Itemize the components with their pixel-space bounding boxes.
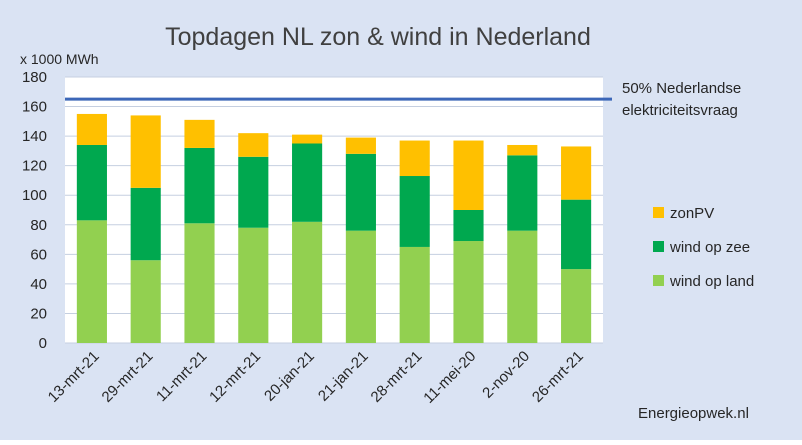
bar-segment-wind-op-zee	[345, 153, 376, 231]
bar-segment-zonpv	[292, 134, 323, 144]
y-tick-label: 100	[22, 187, 47, 204]
bar-segment-zonpv	[561, 146, 592, 200]
reference-line-label: elektriciteitsvraag	[622, 102, 738, 119]
y-tick-label: 120	[22, 158, 47, 175]
source-label: Energieopwek.nl	[638, 405, 749, 422]
y-tick-label: 140	[22, 128, 47, 145]
bar-segment-zonpv	[184, 119, 215, 148]
bar-segment-zonpv	[507, 144, 538, 156]
chart-title: Topdagen NL zon & wind in Nederland	[165, 23, 591, 51]
bars-layer	[76, 113, 592, 343]
bar-segment-wind-op-land	[292, 221, 323, 343]
legend-label: wind op land	[669, 273, 754, 290]
bar-segment-wind-op-zee	[292, 143, 323, 222]
bar-segment-zonpv	[345, 137, 376, 154]
bar-segment-wind-op-zee	[453, 210, 484, 242]
legend: zonPV wind op zee wind op land	[653, 205, 754, 290]
bar-segment-zonpv	[399, 140, 430, 177]
bar-segment-wind-op-land	[130, 260, 161, 343]
bar-segment-wind-op-land	[238, 227, 269, 343]
legend-label: wind op zee	[669, 239, 750, 256]
bar-segment-wind-op-land	[76, 220, 107, 343]
legend-swatch	[653, 241, 664, 252]
bar-segment-wind-op-zee	[399, 176, 430, 247]
bar-segment-wind-op-zee	[561, 199, 592, 270]
y-tick-label: 20	[30, 305, 47, 322]
bar-segment-wind-op-zee	[238, 156, 269, 228]
legend-swatch	[653, 275, 664, 286]
bar-segment-zonpv	[130, 115, 161, 188]
bar-segment-wind-op-zee	[76, 144, 107, 221]
y-tick-label: 40	[30, 276, 47, 293]
bar-segment-wind-op-land	[399, 246, 430, 343]
bar-segment-zonpv	[76, 113, 107, 145]
bar-segment-wind-op-land	[507, 230, 538, 343]
bar-segment-wind-op-zee	[184, 147, 215, 224]
reference-line-label: 50% Nederlandse	[622, 80, 741, 97]
legend-swatch	[653, 207, 664, 218]
bar-segment-wind-op-zee	[507, 155, 538, 231]
y-tick-label: 80	[30, 217, 47, 234]
reference-line-layer: 50% Nederlandse elektriciteitsvraag	[65, 80, 741, 119]
bar-segment-wind-op-land	[453, 241, 484, 343]
bar-segment-zonpv	[453, 140, 484, 210]
bar-segment-zonpv	[238, 133, 269, 157]
bar-segment-wind-op-land	[561, 269, 592, 343]
legend-label: zonPV	[670, 205, 714, 222]
bar-segment-wind-op-zee	[130, 187, 161, 261]
y-tick-label: 160	[22, 99, 47, 116]
y-axis-label: x 1000 MWh	[20, 51, 99, 67]
y-tick-label: 60	[30, 246, 47, 263]
bar-segment-wind-op-land	[184, 223, 215, 343]
y-tick-label: 0	[39, 335, 47, 352]
y-tick-label: 180	[22, 69, 47, 86]
bar-segment-wind-op-land	[345, 230, 376, 343]
